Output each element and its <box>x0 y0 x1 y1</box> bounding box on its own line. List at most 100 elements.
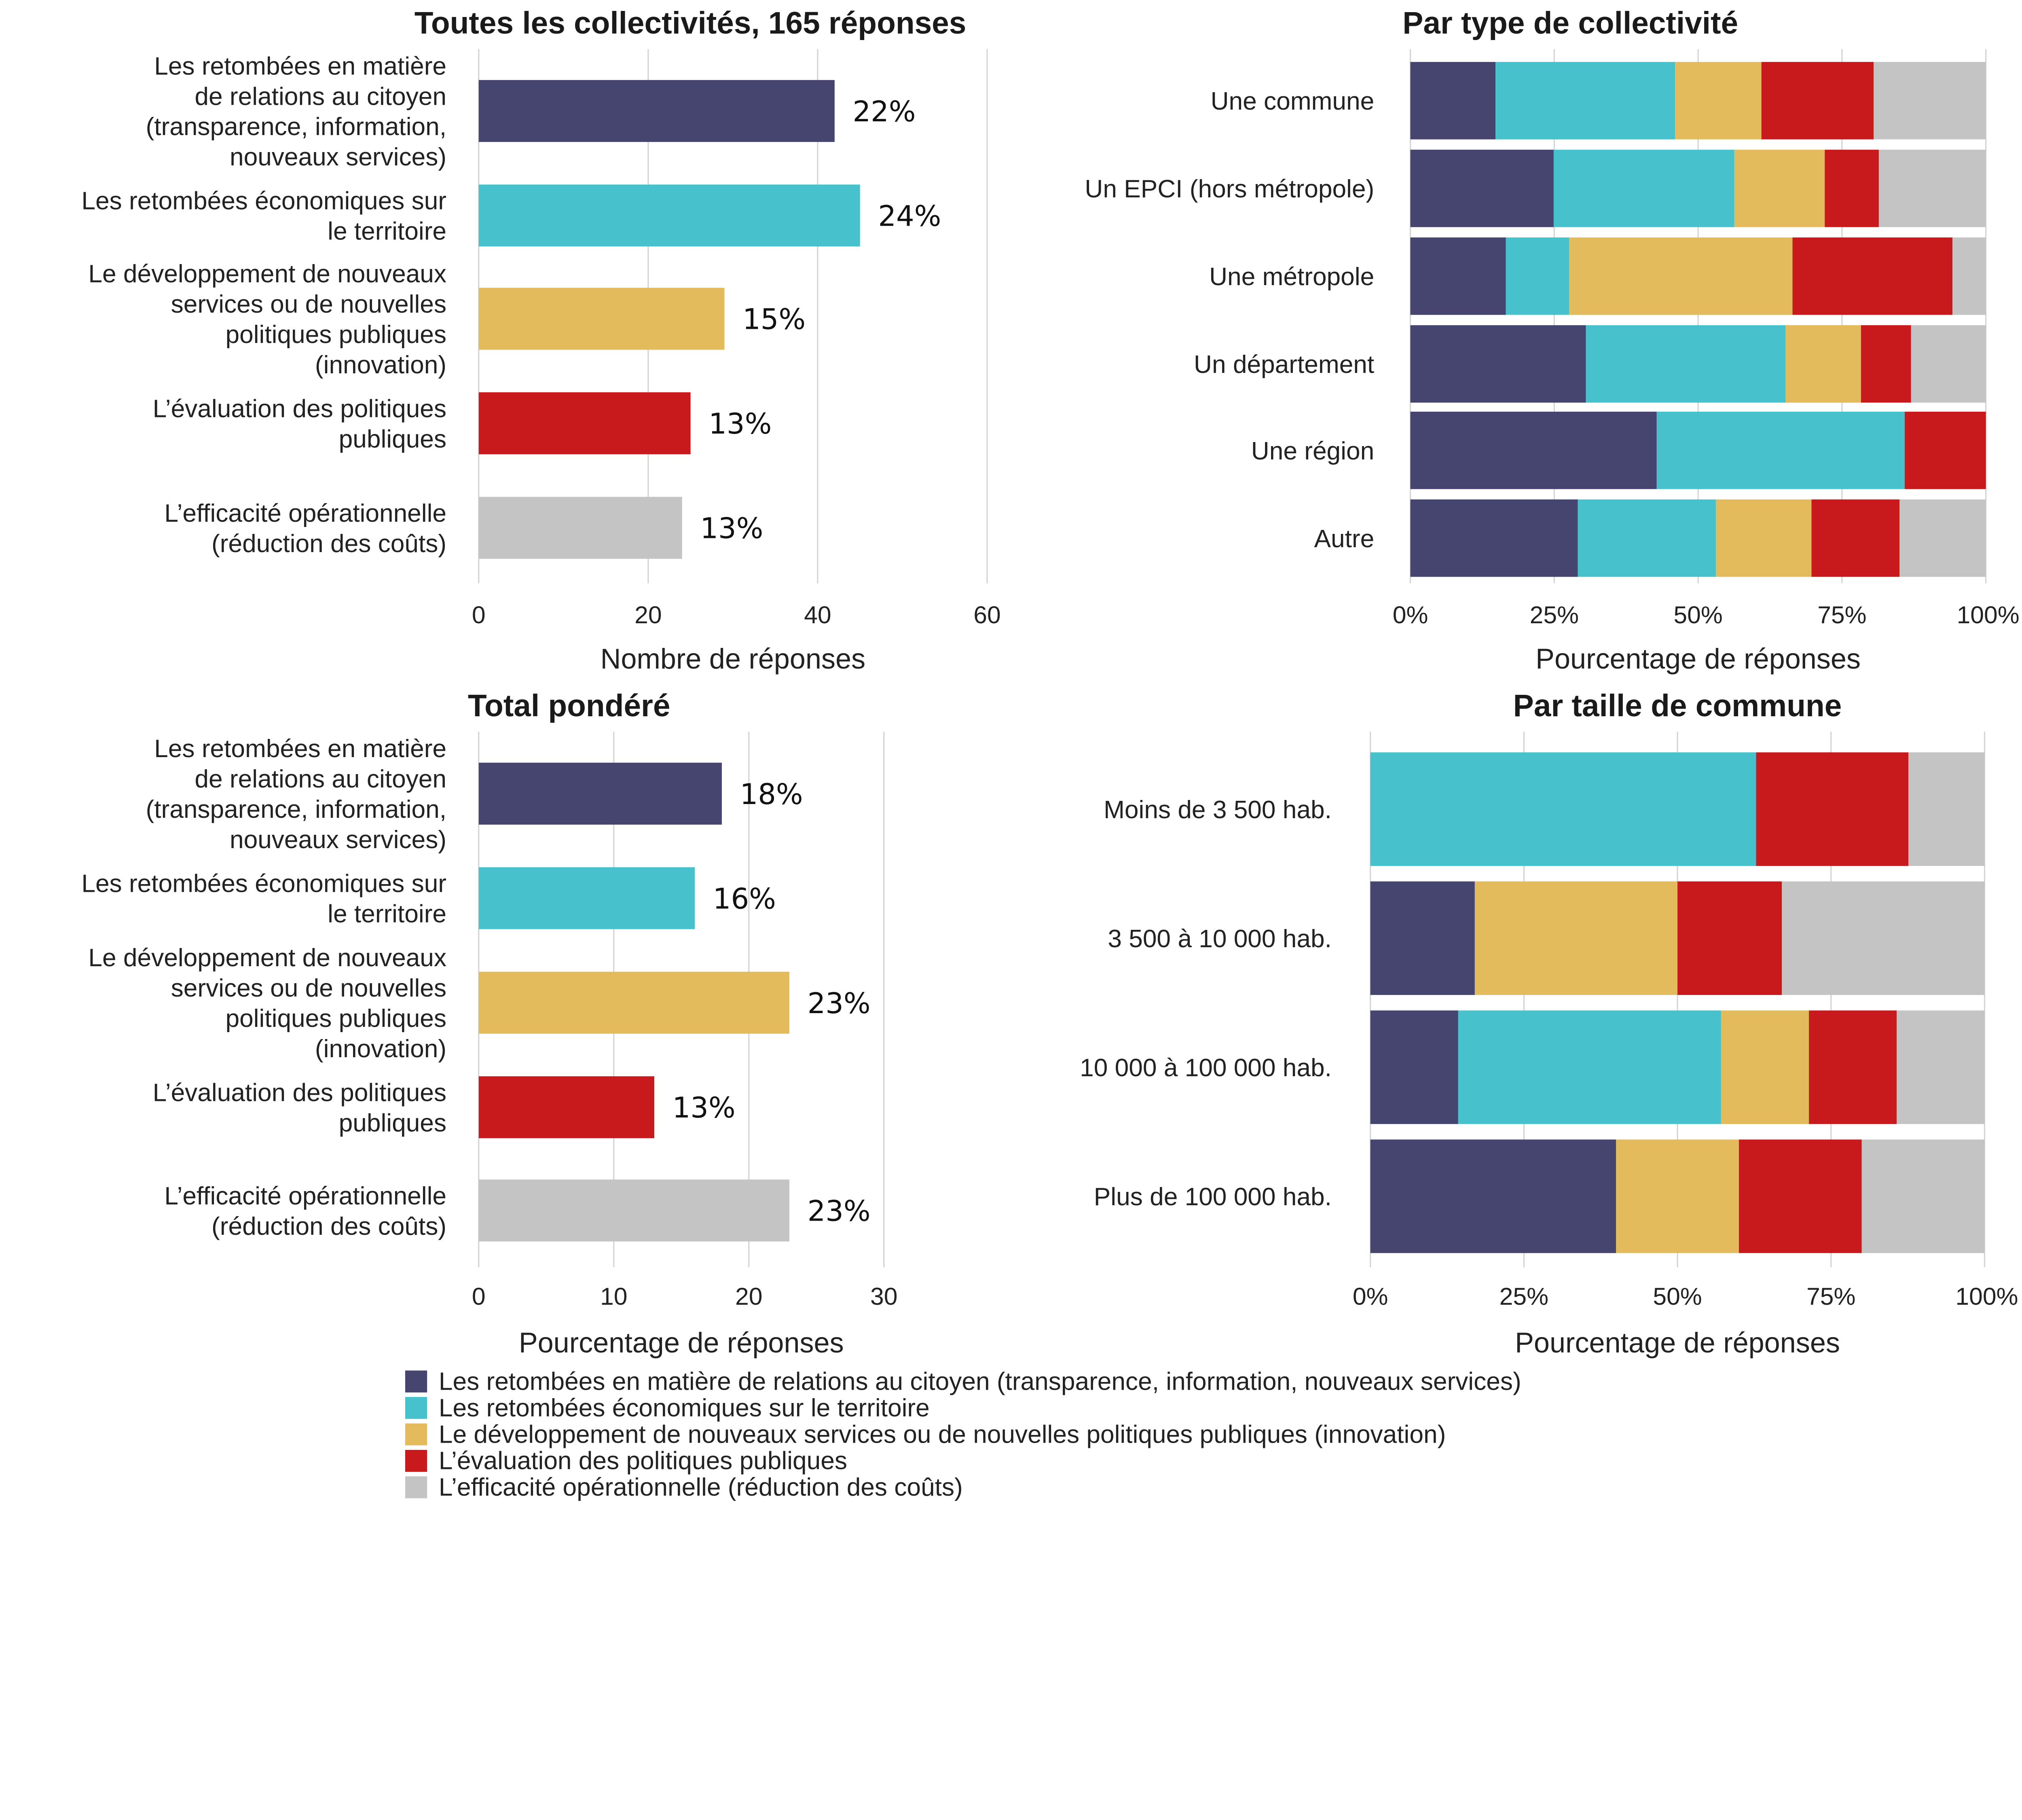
category-label: L’efficacité opérationnelle <box>164 499 446 527</box>
bar-segment <box>1809 1010 1897 1124</box>
bar <box>478 971 789 1034</box>
panel-3: Total pondéré 0 10 20 30 Pourcentage de répon… <box>81 689 897 1359</box>
category-label: Moins de 3 500 hab. <box>1104 796 1332 824</box>
legend: Les retombées en matière de relations au… <box>405 1367 1521 1501</box>
bar-segment <box>1785 325 1861 403</box>
chart-title: Par taille de commune <box>1513 689 1842 723</box>
data-label: 16% <box>713 882 776 915</box>
bar <box>478 762 722 825</box>
legend-swatch <box>405 1450 427 1472</box>
x-tick-label: 20 <box>735 1282 762 1310</box>
category-label: 3 500 à 10 000 hab. <box>1108 925 1332 953</box>
chart-title: Total pondéré <box>468 689 670 723</box>
category-label: de relations au citoyen <box>195 765 446 793</box>
legend-swatch <box>405 1476 427 1498</box>
bar-segment <box>1569 237 1793 315</box>
category-label: Une métropole <box>1209 263 1374 291</box>
bar-segment <box>1458 1010 1721 1124</box>
data-label: 13% <box>700 512 763 545</box>
legend-swatch <box>405 1423 427 1445</box>
bar-segment <box>1861 1139 1985 1253</box>
bar-segment <box>1878 150 1986 227</box>
bar-segment <box>1675 62 1762 140</box>
category-label: Une commune <box>1211 87 1375 115</box>
bar-segment <box>1586 325 1786 403</box>
bar <box>478 184 860 247</box>
legend-label: Le développement de nouveaux services ou… <box>439 1420 1446 1448</box>
category-label: Les retombées en matière <box>154 735 446 763</box>
category-label: (transparence, information, <box>146 796 446 823</box>
x-tick-label: 10 <box>600 1282 627 1310</box>
bar-segment <box>1899 499 1986 577</box>
category-label: politiques publiques <box>225 321 446 349</box>
data-label: 24% <box>878 199 941 233</box>
category-label: Les retombées économiques sur <box>81 187 446 215</box>
bar-segment <box>1495 62 1675 140</box>
category-label: Le développement de nouveaux <box>88 260 446 288</box>
category-label: Les retombées en matière <box>154 52 446 80</box>
chart-title: Par type de collectivité <box>1402 6 1738 40</box>
bar-segment <box>1410 411 1657 489</box>
category-label: Plus de 100 000 hab. <box>1094 1183 1332 1211</box>
category-label: (réduction des coûts) <box>212 1213 446 1240</box>
category-label: Les retombées économiques sur <box>81 870 446 898</box>
bar-segment <box>1616 1139 1739 1253</box>
legend-label: L’efficacité opérationnelle (réduction d… <box>439 1473 963 1501</box>
data-label: 15% <box>742 303 806 336</box>
bar <box>478 867 695 929</box>
bar-segment <box>1716 499 1812 577</box>
category-label: L’efficacité opérationnelle <box>164 1182 446 1210</box>
category-label: nouveaux services) <box>230 143 446 171</box>
x-tick-label: 20 <box>635 601 662 629</box>
bar-segment <box>1410 325 1586 403</box>
category-label: Autre <box>1314 525 1374 553</box>
category-label: publiques <box>339 1109 446 1137</box>
bar-segment <box>1782 881 1985 995</box>
category-label: (innovation) <box>315 351 446 379</box>
bar-segment <box>1761 62 1874 140</box>
bar <box>478 1076 654 1139</box>
x-tick-label: 0 <box>472 601 486 629</box>
category-label: nouveaux services) <box>230 826 446 854</box>
bar-segment <box>1739 1139 1862 1253</box>
bar <box>478 288 725 350</box>
category-label: Une région <box>1251 437 1374 465</box>
bar-segment <box>1370 752 1756 866</box>
legend-swatch <box>405 1397 427 1419</box>
bar-segment <box>1874 62 1986 140</box>
bar-segment <box>1370 1010 1458 1124</box>
bar-segment <box>1677 881 1782 995</box>
x-tick-label: 0 <box>472 1282 486 1310</box>
category-label: le territoire <box>328 218 446 245</box>
bar-segment <box>1474 881 1678 995</box>
bar-segment <box>1553 150 1734 227</box>
data-label: 13% <box>673 1091 736 1124</box>
x-tick-label: 30 <box>870 1282 897 1310</box>
category-label: services ou de nouvelles <box>171 290 446 318</box>
bar-segment <box>1578 499 1716 577</box>
category-label: de relations au citoyen <box>195 83 446 110</box>
x-tick-label: 25% <box>1500 1282 1548 1310</box>
category-label: services ou de nouvelles <box>171 974 446 1002</box>
bar-segment <box>1897 1010 1985 1124</box>
chart-title: Toutes les collectivités, 165 réponses <box>415 6 967 40</box>
x-tick-label: 75% <box>1817 601 1866 629</box>
bar-segment <box>1811 499 1900 577</box>
category-label: le territoire <box>328 900 446 928</box>
category-label: 10 000 à 100 000 hab. <box>1080 1054 1332 1082</box>
bar <box>478 392 691 455</box>
x-tick-label: 40 <box>804 601 831 629</box>
panel-4: Par taille de commune 0% 25% 50% 75% 100% Pour… <box>1080 689 2018 1359</box>
category-label: (transparence, information, <box>146 113 446 141</box>
bar-segment <box>1756 752 1909 866</box>
category-label: L’évaluation des politiques <box>153 1079 446 1107</box>
bar-segment <box>1370 1139 1616 1253</box>
x-tick-label: 0% <box>1353 1282 1388 1310</box>
legend-label: L’évaluation des politiques publiques <box>439 1447 847 1475</box>
category-label: Le développement de nouveaux <box>88 944 446 972</box>
category-label: (réduction des coûts) <box>212 530 446 558</box>
bar-segment <box>1908 752 1985 866</box>
category-label: (innovation) <box>315 1035 446 1063</box>
data-label: 18% <box>740 778 803 811</box>
data-label: 22% <box>852 95 916 128</box>
